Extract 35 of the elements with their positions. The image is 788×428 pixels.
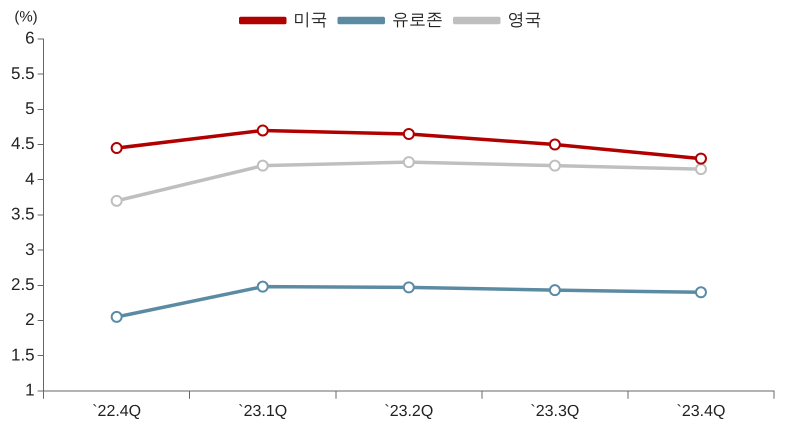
y-tick-label: 3 xyxy=(25,240,35,259)
y-tick-label: 1 xyxy=(25,380,35,400)
point xyxy=(694,286,707,298)
y-tick-label: 2 xyxy=(25,310,35,330)
point xyxy=(256,160,269,172)
y-tick-label: 6 xyxy=(25,28,35,48)
point xyxy=(548,160,561,172)
x-tick-label: `23.1Q xyxy=(238,402,288,420)
point xyxy=(548,138,561,151)
x-tick-label: `23.2Q xyxy=(384,402,434,420)
x-tick-label: `23.3Q xyxy=(530,402,580,420)
point xyxy=(548,284,561,296)
y-tick-label: 1.5 xyxy=(10,345,35,364)
point xyxy=(402,128,415,140)
y-tick-label: 5 xyxy=(25,99,35,118)
legend-label: 영국 xyxy=(507,10,542,30)
point xyxy=(402,281,415,294)
point xyxy=(110,194,123,207)
point xyxy=(110,142,123,154)
point xyxy=(110,310,123,323)
x-tick-label: `22.4Q xyxy=(92,402,142,420)
y-tick-label: 4 xyxy=(25,169,35,188)
y-tick-label: 2.5 xyxy=(10,274,35,294)
legend-label: 유로존 xyxy=(392,10,443,30)
y-tick-label: 4.5 xyxy=(10,134,35,154)
x-tick-label: `23.4Q xyxy=(676,402,726,420)
point xyxy=(694,163,707,176)
legend-label: 미국 xyxy=(293,10,328,30)
y-axis-title: (%) xyxy=(14,8,38,26)
point xyxy=(694,152,707,165)
y-tick-label: 5.5 xyxy=(10,64,35,83)
point xyxy=(256,124,269,136)
point xyxy=(256,280,269,293)
y-tick-label: 3.5 xyxy=(10,204,35,224)
point xyxy=(402,156,415,168)
